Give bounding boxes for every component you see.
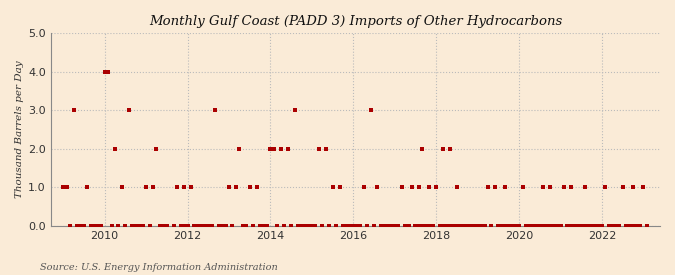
Title: Monthly Gulf Coast (PADD 3) Imports of Other Hydrocarbons: Monthly Gulf Coast (PADD 3) Imports of O… <box>148 15 562 28</box>
Text: Source: U.S. Energy Information Administration: Source: U.S. Energy Information Administ… <box>40 263 278 272</box>
Y-axis label: Thousand Barrels per Day: Thousand Barrels per Day <box>15 61 24 199</box>
